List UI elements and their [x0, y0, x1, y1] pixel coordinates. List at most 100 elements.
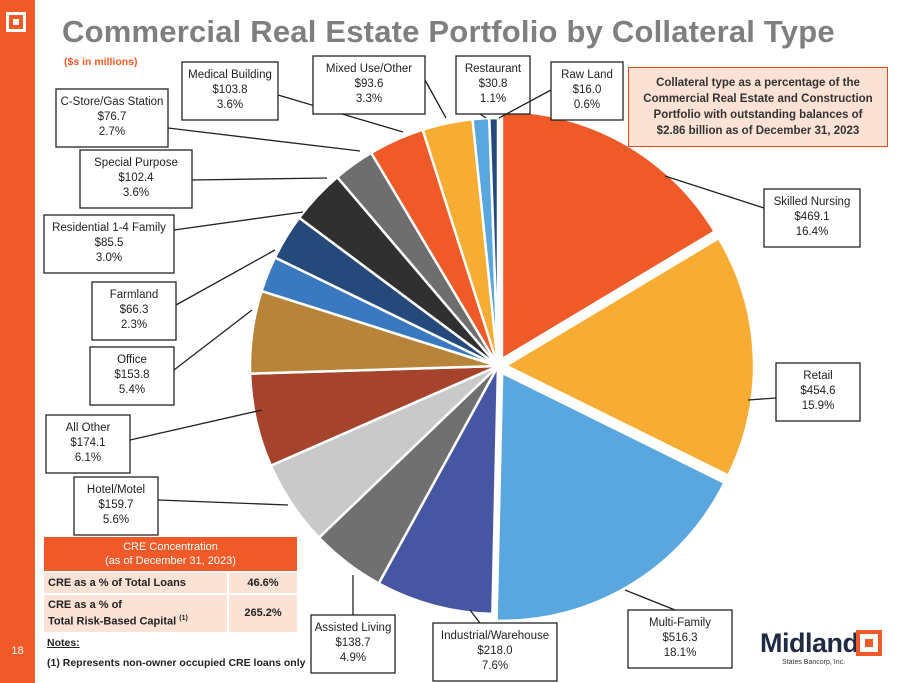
leader-line — [173, 211, 304, 231]
slice-pct-label: 2.7% — [99, 126, 125, 138]
leader-line — [498, 89, 552, 119]
data-label-box — [627, 609, 733, 669]
leader-line — [191, 177, 328, 181]
slice-name: Assisted Living — [315, 622, 392, 634]
slice-name: Special Purpose — [94, 157, 178, 169]
slice-name: All Other — [66, 422, 111, 434]
slice-name: Mixed Use/Other — [326, 63, 412, 75]
logo-icon — [6, 12, 26, 32]
slice-value-label: $102.4 — [118, 172, 154, 184]
slice-value-label: $85.5 — [95, 237, 124, 249]
leader-line — [157, 499, 289, 506]
cre-heading-line2: (as of December 31, 2023) — [105, 555, 236, 567]
slice-value-label: $516.3 — [662, 632, 697, 644]
slice-name: Hotel/Motel — [87, 484, 145, 496]
data-label-box — [310, 614, 396, 674]
slice-value-label: $454.6 — [800, 385, 835, 397]
slice-pct-label: 1.1% — [480, 93, 506, 105]
data-label-box — [91, 281, 177, 341]
data-label-box — [73, 476, 159, 536]
data-label-box — [45, 414, 131, 474]
data-label-box — [43, 214, 175, 274]
leader-line — [167, 127, 361, 152]
slice-pct-label: 0.6% — [574, 99, 600, 111]
page-title: Commercial Real Estate Portfolio by Coll… — [62, 14, 835, 49]
slice-value-label: $159.7 — [98, 499, 133, 511]
sidebar-bar: 18 — [0, 0, 35, 683]
brand-mark-icon — [856, 630, 882, 656]
pie-slice-multi-family — [495, 370, 727, 623]
slice-value-label: $138.7 — [335, 637, 370, 649]
slice-value-label: $174.1 — [70, 437, 105, 449]
slice-name: Industrial/Warehouse — [441, 630, 549, 642]
cre-heading-line1: CRE Concentration — [123, 541, 218, 553]
slice-name: C-Store/Gas Station — [61, 96, 164, 108]
leader-line — [175, 249, 276, 306]
data-label-box — [89, 346, 175, 406]
slice-pct-label: 3.6% — [217, 99, 243, 111]
data-label-box — [55, 88, 169, 148]
slice-pct-label: 2.3% — [121, 319, 147, 331]
slice-value-label: $66.3 — [120, 304, 149, 316]
slice-value-label: $469.1 — [794, 211, 829, 223]
pie-slice-raw-land — [487, 116, 500, 367]
slice-name: Medical Building — [188, 69, 272, 81]
slice-name: Office — [117, 354, 147, 366]
units-subtitle: ($s in millions) — [64, 56, 138, 68]
slice-pct-label: 7.6% — [482, 660, 508, 672]
cre-row2-label-line1: CRE as a % of — [48, 599, 122, 611]
slice-name: Residential 1-4 Family — [52, 222, 166, 234]
slice-name: Restaurant — [465, 63, 522, 75]
cre-row2-value: 265.2% — [227, 595, 297, 632]
leader-line — [469, 609, 481, 624]
cre-row2-label: CRE as a % of Total Risk-Based Capital (… — [44, 595, 227, 632]
slice-pct-label: 3.6% — [123, 187, 149, 199]
slice-pct-label: 6.1% — [75, 452, 101, 464]
leader-line — [624, 589, 676, 611]
slice-name: Farmland — [110, 289, 159, 301]
data-label-box — [79, 149, 193, 209]
slice-value-label: $103.8 — [212, 84, 247, 96]
slice-value-label: $16.0 — [573, 84, 602, 96]
data-label-box — [775, 362, 861, 422]
note-item-1: (1) Represents non-owner occupied CRE lo… — [47, 657, 306, 669]
pie-slice-retail — [503, 236, 756, 478]
page-number: 18 — [11, 645, 24, 657]
slice-name: Retail — [803, 370, 832, 382]
brand-logo: Midland States Bancorp, Inc. — [760, 628, 890, 670]
slice-value-label: $153.8 — [114, 369, 149, 381]
data-label-box — [763, 188, 861, 248]
slice-pct-label: 16.4% — [796, 226, 829, 238]
slice-name: Skilled Nursing — [774, 196, 851, 208]
cre-concentration-table: CRE Concentration (as of December 31, 20… — [44, 537, 297, 632]
slice-pct-label: 18.1% — [664, 647, 697, 659]
slice-pct-label: 5.4% — [119, 384, 145, 396]
brand-tagline: States Bancorp, Inc. — [782, 659, 846, 666]
data-label-box — [312, 55, 426, 115]
brand-name: Midland — [760, 628, 859, 658]
leader-line — [747, 397, 777, 401]
slice-value-label: $218.0 — [477, 645, 512, 657]
slice-name: Raw Land — [561, 69, 613, 81]
notes-section: Notes: (1) Represents non-owner occupied… — [47, 637, 305, 669]
cre-row-total-loans: CRE as a % of Total Loans 46.6% — [44, 571, 297, 593]
notes-heading: Notes: — [47, 637, 80, 649]
data-label-box — [181, 61, 279, 121]
slice-name: Multi-Family — [649, 617, 711, 629]
leader-line — [173, 309, 253, 371]
slice-pct-label: 5.6% — [103, 514, 129, 526]
slice-pct-label: 3.3% — [356, 93, 382, 105]
slice-pct-label: 15.9% — [802, 400, 835, 412]
cre-row1-value: 46.6% — [227, 573, 297, 593]
slice-value-label: $93.6 — [355, 78, 384, 90]
cre-table-heading: CRE Concentration (as of December 31, 20… — [44, 537, 297, 571]
slice-pct-label: 4.9% — [340, 652, 366, 664]
cre-row-risk-capital: CRE as a % of Total Risk-Based Capital (… — [44, 593, 297, 632]
cre-row1-label: CRE as a % of Total Loans — [48, 577, 186, 589]
data-label-box — [432, 622, 558, 682]
leader-line — [424, 79, 447, 119]
data-label-box — [550, 61, 624, 121]
data-label-box — [455, 55, 531, 115]
leader-line — [129, 409, 263, 441]
